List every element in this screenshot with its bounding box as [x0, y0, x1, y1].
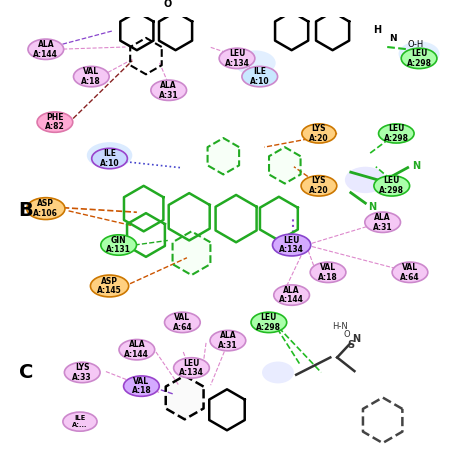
Polygon shape [173, 231, 210, 275]
Text: S: S [347, 340, 354, 350]
Text: ALA
A:31: ALA A:31 [373, 213, 392, 232]
Text: VAL
A:18: VAL A:18 [82, 67, 101, 86]
Text: O-H: O-H [408, 40, 424, 49]
Ellipse shape [274, 285, 310, 305]
Ellipse shape [345, 167, 386, 193]
Ellipse shape [302, 124, 336, 143]
Ellipse shape [235, 50, 276, 75]
Ellipse shape [379, 124, 414, 143]
Ellipse shape [28, 39, 64, 59]
Ellipse shape [91, 275, 128, 297]
Text: LYS
A:20: LYS A:20 [309, 124, 329, 143]
Text: N: N [412, 161, 420, 171]
Ellipse shape [64, 362, 100, 383]
Polygon shape [208, 138, 239, 174]
Text: ALA
A:31: ALA A:31 [218, 331, 237, 350]
Ellipse shape [124, 376, 159, 396]
Text: C: C [18, 363, 33, 382]
Text: ASP
A:145: ASP A:145 [97, 277, 122, 295]
Ellipse shape [399, 41, 439, 66]
Text: N: N [368, 201, 376, 211]
Ellipse shape [219, 48, 255, 69]
Ellipse shape [73, 66, 109, 87]
Text: ALA
A:144: ALA A:144 [279, 286, 304, 304]
Text: LEU
A:298: LEU A:298 [379, 176, 404, 195]
Text: ILE
A:10: ILE A:10 [100, 149, 119, 168]
Ellipse shape [374, 176, 410, 196]
Text: LYS
A:20: LYS A:20 [309, 176, 329, 195]
Ellipse shape [37, 112, 73, 132]
Text: ILE
A:10: ILE A:10 [250, 67, 270, 86]
Text: LEU
A:134: LEU A:134 [225, 49, 249, 68]
Ellipse shape [262, 362, 294, 383]
Text: VAL
A:18: VAL A:18 [318, 263, 338, 282]
Text: N: N [352, 334, 360, 344]
Text: B: B [18, 201, 33, 220]
Polygon shape [269, 147, 301, 183]
Ellipse shape [251, 312, 287, 333]
Text: LEU
A:298: LEU A:298 [384, 124, 409, 143]
Text: VAL
A:64: VAL A:64 [400, 263, 420, 282]
Ellipse shape [242, 66, 278, 87]
Ellipse shape [401, 48, 437, 69]
Text: LEU
A:134: LEU A:134 [179, 358, 204, 377]
Text: LYS
A:33: LYS A:33 [73, 363, 92, 382]
Ellipse shape [173, 358, 210, 378]
Text: H-N: H-N [333, 322, 348, 331]
Text: VAL
A:18: VAL A:18 [131, 377, 151, 395]
Text: PHE
A:82: PHE A:82 [45, 113, 65, 131]
Ellipse shape [365, 212, 401, 232]
Text: VAL
A:64: VAL A:64 [173, 313, 192, 332]
Ellipse shape [164, 312, 200, 333]
Text: ALA
A:144: ALA A:144 [33, 40, 58, 59]
Ellipse shape [87, 142, 132, 169]
Ellipse shape [101, 235, 137, 255]
Ellipse shape [151, 80, 187, 100]
Text: GIN
A:131: GIN A:131 [106, 236, 131, 255]
Ellipse shape [119, 339, 155, 360]
Text: LEU
A:298: LEU A:298 [256, 313, 282, 332]
Ellipse shape [310, 262, 346, 283]
Text: LEU
A:134: LEU A:134 [279, 236, 304, 255]
Ellipse shape [273, 234, 311, 256]
Text: LEU
A:298: LEU A:298 [407, 49, 432, 68]
Text: O: O [163, 0, 172, 9]
Text: ALA
A:144: ALA A:144 [124, 340, 149, 359]
Text: H: H [374, 25, 382, 36]
Polygon shape [166, 376, 203, 419]
Ellipse shape [210, 330, 246, 351]
Text: O: O [344, 330, 351, 339]
Ellipse shape [63, 412, 97, 431]
Ellipse shape [91, 148, 128, 169]
Ellipse shape [392, 262, 428, 283]
Text: ASP
A:106: ASP A:106 [33, 199, 58, 218]
Ellipse shape [27, 198, 65, 219]
Text: ILE
A:...: ILE A:... [72, 415, 88, 428]
Ellipse shape [301, 176, 337, 196]
Text: N: N [390, 34, 397, 43]
Text: ALA
A:31: ALA A:31 [159, 81, 179, 100]
